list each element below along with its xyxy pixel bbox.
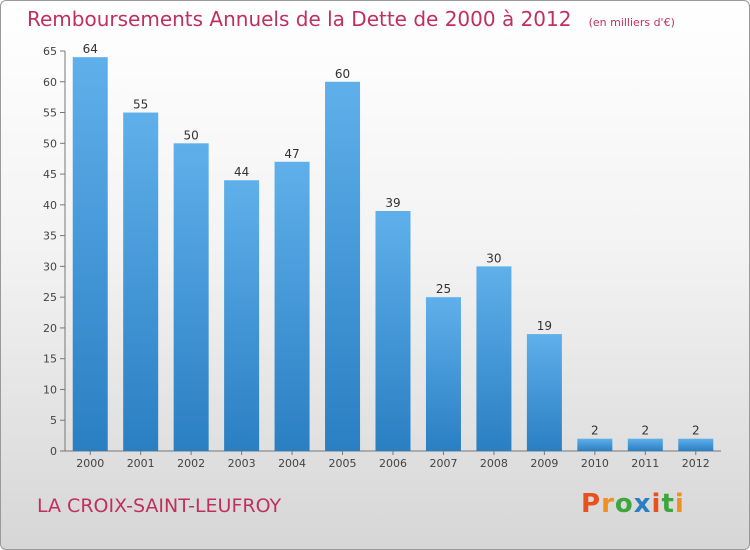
title-row: Remboursements Annuels de la Dette de 20… <box>27 7 675 31</box>
x-tick-label: 2004 <box>278 457 306 470</box>
brand-letter: P <box>581 489 602 519</box>
bar-value-label: 39 <box>385 196 400 210</box>
x-tick-label: 2006 <box>379 457 407 470</box>
bar[interactable] <box>425 297 461 451</box>
bar-value-label: 2 <box>641 424 649 438</box>
bar-value-label: 44 <box>234 165 249 179</box>
brand-letter: x <box>633 489 652 519</box>
y-tick-label: 20 <box>43 322 57 335</box>
x-tick-label: 2008 <box>480 457 508 470</box>
bar[interactable] <box>577 438 613 451</box>
x-tick-label: 2009 <box>530 457 558 470</box>
x-tick-label: 2011 <box>631 457 659 470</box>
y-tick-label: 65 <box>43 45 57 58</box>
bar-value-label: 19 <box>537 319 552 333</box>
label-layer: 64 55 50 44 47 60 39 25 30 19 2 2 2 <box>83 42 700 438</box>
brand-letter: i <box>651 489 662 519</box>
y-tick-label: 60 <box>43 76 57 89</box>
y-tick-label: 35 <box>43 230 57 243</box>
brand-letter: i <box>674 489 685 519</box>
bar-value-label: 50 <box>184 128 199 142</box>
y-tick-label: 25 <box>43 291 57 304</box>
y-tick-label: 5 <box>50 414 57 427</box>
bar-value-label: 64 <box>83 42 98 56</box>
bar[interactable] <box>627 438 663 451</box>
bar-value-label: 25 <box>436 282 451 296</box>
x-tick-label: 2002 <box>177 457 205 470</box>
chart-title: Remboursements Annuels de la Dette de 20… <box>27 7 572 31</box>
bar-value-label: 60 <box>335 67 350 81</box>
x-tick-label: 2000 <box>76 457 104 470</box>
y-tick-label: 40 <box>43 199 57 212</box>
bar-value-label: 30 <box>486 251 501 265</box>
x-tick-label: 2010 <box>581 457 609 470</box>
bar[interactable] <box>678 438 714 451</box>
y-tick-label: 30 <box>43 260 57 273</box>
bar[interactable] <box>325 81 361 452</box>
bar[interactable] <box>526 334 562 451</box>
bar[interactable] <box>123 112 159 452</box>
y-tick-label: 0 <box>50 445 57 458</box>
y-tick-label: 45 <box>43 168 57 181</box>
bar-layer <box>72 57 714 452</box>
x-tick-label: 2005 <box>329 457 357 470</box>
brand-letter: t <box>661 489 675 519</box>
location-label: LA CROIX-SAINT-LEUFROY <box>37 495 282 517</box>
bar-value-label: 2 <box>692 424 700 438</box>
brand-logo[interactable]: Proxiti <box>581 489 685 519</box>
bar-value-label: 47 <box>284 147 299 161</box>
axis-layer: 0 5 10 15 20 25 30 35 40 45 50 55 60 65 2000 2001 2002 20… <box>43 45 721 470</box>
chart-unit: (en milliers d'€) <box>588 16 675 29</box>
y-tick-label: 50 <box>43 137 57 150</box>
bar-value-label: 55 <box>133 98 148 112</box>
x-tick-label: 2012 <box>682 457 710 470</box>
bar[interactable] <box>224 180 260 451</box>
x-tick-label: 2001 <box>127 457 155 470</box>
x-tick-label: 2003 <box>228 457 256 470</box>
y-tick-label: 15 <box>43 353 57 366</box>
bar[interactable] <box>173 143 209 452</box>
brand-letter: r <box>601 489 615 519</box>
y-tick-label: 55 <box>43 107 57 120</box>
x-tick-label: 2007 <box>429 457 457 470</box>
bar-value-label: 2 <box>591 424 599 438</box>
brand-letter: o <box>614 489 634 519</box>
bar[interactable] <box>476 266 512 451</box>
y-tick-label: 10 <box>43 383 57 396</box>
bar[interactable] <box>274 161 310 451</box>
bar[interactable] <box>375 211 411 451</box>
bar[interactable] <box>72 57 108 452</box>
